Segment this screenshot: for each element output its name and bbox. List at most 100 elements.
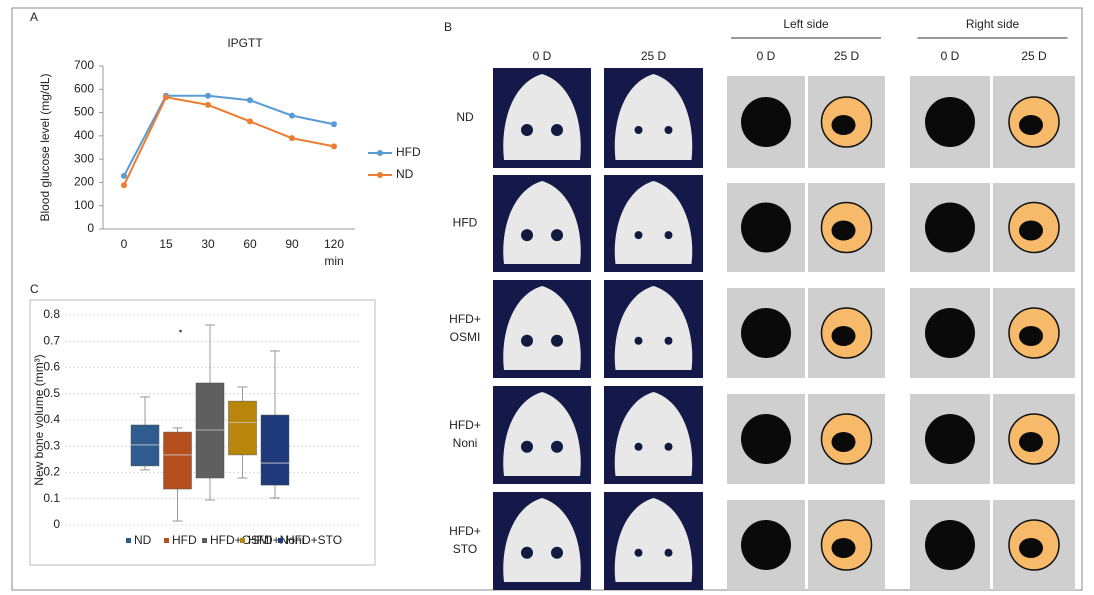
y-tick-label: 500 [74,105,94,119]
x-tick-label: 120 [324,237,344,251]
unhealed [1019,432,1043,452]
defect-hole [521,334,533,347]
legend-label: ND [396,167,414,181]
skull [503,286,581,370]
unhealed [831,538,856,558]
data-point [247,97,253,104]
unhealed [831,220,856,241]
defect-hole [664,126,673,134]
panel-label: A [30,10,38,24]
y-tick-label: 0 [53,517,60,531]
y-tick-label: 600 [74,81,94,95]
column-header: 25 D [834,49,860,63]
panel-label: C [30,282,39,296]
data-line [123,94,335,177]
column-header: 0 D [941,49,960,63]
row-label: HFD+ [449,312,481,326]
data-point [121,182,127,189]
y-tick-label: 0.2 [43,465,60,479]
data-point [247,118,253,125]
unhealed [831,432,856,452]
legend-marker [377,172,383,178]
row-label: Noni [453,436,478,450]
row-label: HFD+ [449,524,481,538]
y-axis-label: New bone volume (mm³) [32,354,46,485]
defect-hole [521,229,533,242]
y-tick-label: 200 [74,175,94,189]
skull [614,498,693,582]
defect-hole [664,336,673,345]
legend-label: HFD [396,145,421,159]
skull [614,181,693,264]
x-tick-label: 0 [121,237,128,251]
defect-hole [551,334,563,347]
row-label: HFD+ [449,418,481,432]
box [130,424,160,467]
skull [503,392,581,476]
defect [741,414,791,464]
defect [741,520,791,570]
unhealed [1019,538,1043,558]
defect-hole [634,231,643,240]
defect-hole [634,548,643,557]
defect-hole [634,126,643,134]
legend-label: ND [134,533,152,547]
unhealed [831,326,856,346]
defect [925,414,975,464]
defect [925,308,975,358]
defect-hole [634,336,643,345]
y-tick-label: 300 [74,151,94,165]
defect [741,308,791,358]
panel-label: B [444,20,452,34]
defect [925,97,975,147]
defect-hole [664,548,673,557]
defect-hole [664,442,673,451]
skull [503,498,581,582]
defect [925,202,975,253]
row-label: ND [456,110,474,124]
box [195,382,225,479]
y-tick-label: 0.3 [43,438,60,452]
data-point [205,101,211,108]
y-tick-label: 400 [74,128,94,142]
row-label: HFD [453,216,478,230]
column-header: 25 D [1021,49,1047,63]
defect [741,97,791,147]
unhealed [831,115,856,135]
y-axis-label: Blood glucose level (mg/dL) [38,73,52,221]
defect-hole [551,124,563,136]
column-header: 0 D [533,49,552,63]
data-point [289,135,295,142]
y-tick-label: 0.8 [43,307,60,321]
data-point [289,112,295,119]
defect-hole [551,229,563,242]
data-point [331,121,337,128]
y-tick-label: 0.5 [43,386,60,400]
data-point [331,143,337,150]
box [260,414,290,486]
defect [925,520,975,570]
defect-hole [551,546,563,559]
skull [503,181,581,264]
legend-label: HFD [172,533,197,547]
y-tick-label: 100 [74,198,94,212]
legend-swatch [164,538,169,543]
y-tick-label: 0.4 [43,412,60,426]
defect-hole [521,124,533,136]
x-tick-label: 30 [201,237,215,251]
group-header: Right side [966,17,1020,31]
defect-hole [521,440,533,453]
box [228,400,257,456]
legend-marker [377,150,383,156]
legend-swatch [278,538,283,543]
column-header: 25 D [641,49,667,63]
x-axis-label: min [324,254,343,268]
row-label: STO [453,542,477,556]
column-header: 0 D [757,49,776,63]
legend-label: HFD+STO [286,533,342,547]
y-tick-label: 0.6 [43,360,60,374]
skull [503,74,581,160]
defect-hole [521,546,533,559]
unhealed [1019,115,1043,135]
